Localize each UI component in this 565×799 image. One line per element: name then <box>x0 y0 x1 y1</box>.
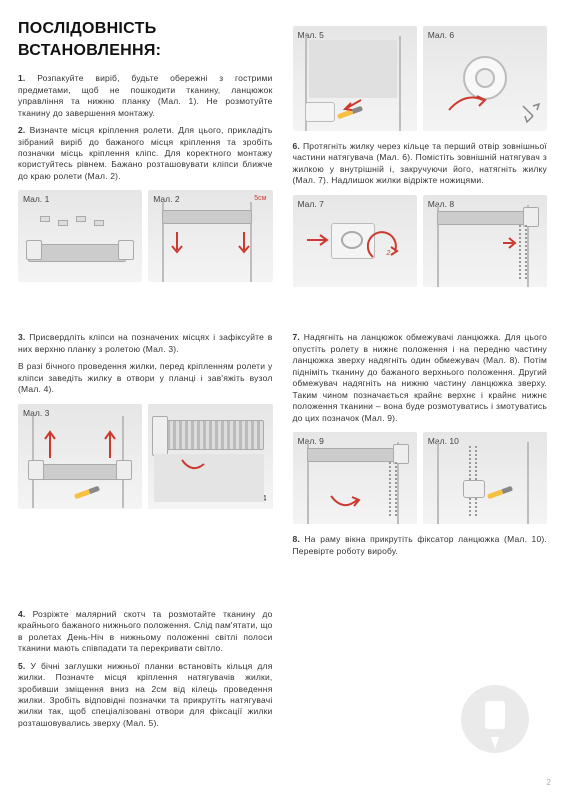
figure-2-dimension: 5см <box>254 194 266 203</box>
step-number-2: 2. <box>18 125 26 135</box>
page-number: 2 <box>547 778 551 789</box>
step-text-1: Розпакуйте виріб, будьте обережні з гост… <box>18 73 273 117</box>
instruction-3b: В разі бічного проведення жилки, перед к… <box>18 361 273 395</box>
right-column-mid: 7. Надягніть на ланцюжок обмежувачі ланц… <box>293 332 548 596</box>
figure-5: Мал. 5 <box>293 26 417 131</box>
figure-row-9-10: Мал. 9 Мал. 10 <box>293 432 548 524</box>
left-column-bottom: 4. Розріжте малярний скотч та розмотайте… <box>18 609 273 769</box>
figure-1: Мал. 1 <box>18 190 142 282</box>
figure-1-label: Мал. 1 <box>23 194 49 205</box>
figure-6-label: Мал. 6 <box>428 30 454 41</box>
step-text-5: У бічні заглушки нижньої планки встанові… <box>18 661 273 728</box>
step-number-1: 1. <box>18 73 26 83</box>
instruction-8: 8. На раму вікна прикрутіть фіксатор лан… <box>293 534 548 557</box>
instruction-6: 6. Протягніть жилку через кільце та перш… <box>293 141 548 187</box>
figure-9: Мал. 9 <box>293 432 417 524</box>
step-number-3: 3. <box>18 332 26 342</box>
step-text-2: Визначте місця кріплення ролети. Для цьо… <box>18 125 273 181</box>
step-number-4: 4. <box>18 609 26 619</box>
watermark-icon <box>455 679 535 759</box>
step-number-5: 5. <box>18 661 26 671</box>
step-number-6: 6. <box>293 141 301 151</box>
figure-row-3-4: Мал. 3 Мал. 4 <box>18 404 273 509</box>
instruction-1: 1. Розпакуйте виріб, будьте обережні з г… <box>18 73 273 119</box>
instruction-4: 4. Розріжте малярний скотч та розмотайте… <box>18 609 273 655</box>
figure-7: Мал. 7 2 <box>293 195 417 287</box>
page-title: ПОСЛІДОВНІСТЬ ВСТАНОВЛЕННЯ: <box>18 18 273 61</box>
step-text-6: Протягніть жилку через кільце та перший … <box>293 141 548 185</box>
instruction-3: 3. Присвердліть кліпси на позначених міс… <box>18 332 273 355</box>
figure-4: Мал. 4 <box>148 404 272 509</box>
figure-2: Мал. 2 5см <box>148 190 272 282</box>
instruction-7: 7. Надягніть на ланцюжок обмежувачі ланц… <box>293 332 548 424</box>
figure-row-7-8: Мал. 7 2 Мал. 8 <box>293 195 548 287</box>
step-number-7: 7. <box>293 332 301 342</box>
step-text-4: Розріжте малярний скотч та розмотайте тк… <box>18 609 273 653</box>
figure-6: Мал. 6 <box>423 26 547 131</box>
figure-row-1-2: Мал. 1 Мал. 2 5см <box>18 190 273 282</box>
figure-8: Мал. 8 <box>423 195 547 287</box>
step-text-7: Надягніть на ланцюжок обмежувачі ланцюжк… <box>293 332 548 422</box>
left-column-mid: 3. Присвердліть кліпси на позначених міс… <box>18 332 273 596</box>
figure-10: Мал. 10 <box>423 432 547 524</box>
figure-7-label: Мал. 7 <box>298 199 324 210</box>
step-text-3: Присвердліть кліпси на позначених місцях… <box>18 332 273 353</box>
figure-3: Мал. 3 <box>18 404 142 509</box>
instruction-2: 2. Визначте місця кріплення ролети. Для … <box>18 125 273 182</box>
step-text-8: На раму вікна прикрутіть фіксатор ланцюж… <box>293 534 548 555</box>
instruction-5: 5. У бічні заглушки нижньої планки встан… <box>18 661 273 730</box>
left-column-top: ПОСЛІДОВНІСТЬ ВСТАНОВЛЕННЯ: 1. Розпакуйт… <box>18 18 273 320</box>
figure-row-5-6: Мал. 5 Мал. 6 <box>293 26 548 131</box>
step-number-8: 8. <box>293 534 301 544</box>
right-column-top: Мал. 5 Мал. 6 <box>293 18 548 320</box>
